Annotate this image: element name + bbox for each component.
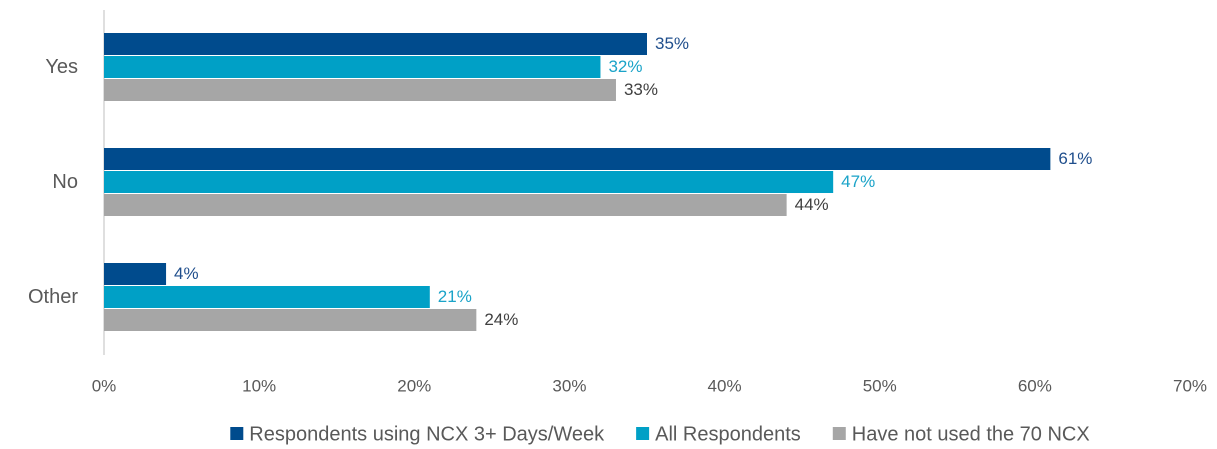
- category-label: No: [52, 171, 78, 193]
- x-tick-label: 50%: [863, 376, 897, 395]
- value-label: 44%: [795, 195, 829, 214]
- value-label: 4%: [174, 264, 199, 283]
- legend-label: All Respondents: [655, 423, 801, 445]
- category-label: Other: [28, 286, 78, 308]
- x-tick-label: 40%: [708, 376, 742, 395]
- value-label: 47%: [841, 172, 875, 191]
- x-tick-label: 70%: [1173, 376, 1207, 395]
- value-label: 35%: [655, 34, 689, 53]
- bar: [104, 79, 616, 101]
- bar: [104, 194, 787, 216]
- bar: [104, 171, 834, 193]
- bar: [104, 33, 647, 55]
- value-label: 61%: [1058, 149, 1092, 168]
- legend-swatch: [636, 427, 650, 440]
- legend-swatch: [832, 427, 846, 440]
- value-label: 21%: [438, 287, 472, 306]
- x-tick-label: 30%: [552, 376, 586, 395]
- x-tick-label: 0%: [92, 376, 117, 395]
- category-label: Yes: [45, 56, 78, 78]
- x-tick-label: 20%: [397, 376, 431, 395]
- value-label: 32%: [608, 57, 642, 76]
- x-tick-label: 10%: [242, 376, 276, 395]
- x-tick-label: 60%: [1018, 376, 1052, 395]
- value-label: 24%: [484, 310, 518, 329]
- bar: [104, 148, 1051, 170]
- bar: [104, 309, 477, 331]
- legend-label: Have not used the 70 NCX: [852, 423, 1090, 445]
- value-label: 33%: [624, 80, 658, 99]
- bar: [104, 286, 430, 308]
- bar: [104, 263, 167, 285]
- legend-swatch: [230, 427, 244, 440]
- legend-label: Respondents using NCX 3+ Days/Week: [249, 423, 605, 445]
- bar: [104, 56, 601, 78]
